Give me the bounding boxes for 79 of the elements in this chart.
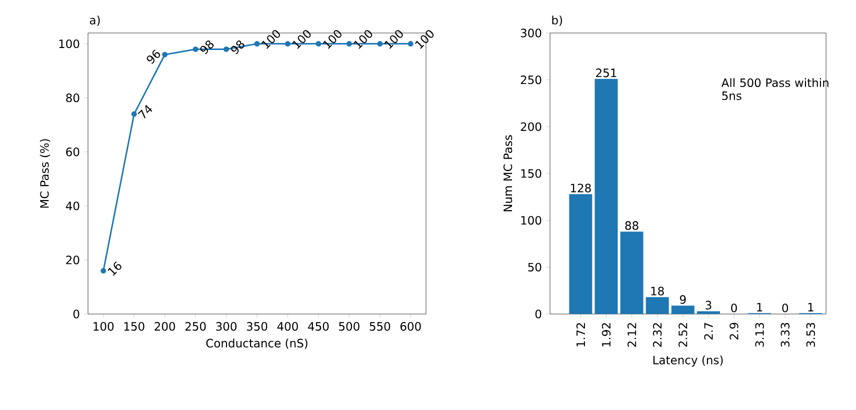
y-tick-label: 0 <box>535 310 542 318</box>
x-tick-label: 3.13 <box>755 322 764 347</box>
x-tick-label: 2.12 <box>628 323 636 347</box>
data-label: 100 <box>322 30 342 49</box>
point <box>377 41 383 47</box>
x-axis-title: Latency (ns) <box>653 356 723 367</box>
data-label: 98 <box>231 40 244 54</box>
point <box>192 46 198 52</box>
data-label: 100 <box>354 30 372 49</box>
point <box>316 41 322 47</box>
data-label: 0 <box>782 304 788 312</box>
x-tick-label: 350 <box>246 322 268 331</box>
data-label: 1 <box>757 302 762 312</box>
x-tick-label: 3.53 <box>806 322 816 347</box>
point <box>162 52 168 58</box>
point <box>346 41 352 47</box>
x-tick-label: 2.32 <box>653 323 662 347</box>
y-tick-label: 250 <box>520 75 542 84</box>
data-label: 3 <box>706 300 712 310</box>
data-label: 1 <box>808 302 814 312</box>
y-tick-label: 80 <box>66 94 80 102</box>
point <box>284 41 290 47</box>
data-label: 100 <box>384 30 403 49</box>
y-tick-label: 0 <box>73 310 80 318</box>
data-label: 9 <box>680 295 686 304</box>
data-label: 74 <box>138 105 152 118</box>
data-label: 96 <box>146 50 160 64</box>
point <box>131 111 137 117</box>
x-tick-label: 2.52 <box>678 323 688 347</box>
data-label: 98 <box>200 40 214 54</box>
data-label: 16 <box>108 262 122 276</box>
data-label: 251 <box>596 68 616 78</box>
y-tick-label: 60 <box>66 148 80 156</box>
x-tick-label: 250 <box>185 322 206 331</box>
x-tick-label: 2.9 <box>730 322 738 340</box>
point <box>224 46 230 52</box>
y-tick-label: 100 <box>521 216 542 225</box>
bar <box>671 306 694 314</box>
x-tick-label: 550 <box>370 322 390 331</box>
data-label: 100 <box>292 30 311 49</box>
y-tick-label: 40 <box>66 202 80 210</box>
chart-title: b) <box>552 16 562 26</box>
data-label: 128 <box>570 184 591 192</box>
bar <box>594 78 618 314</box>
data-label: 100 <box>415 30 434 49</box>
chart-title: a) <box>90 16 100 26</box>
y-tick-label: 50 <box>528 262 542 272</box>
point <box>254 41 260 47</box>
y-axis-title: MC Pass (%) <box>40 139 50 208</box>
data-label: 100 <box>261 30 280 49</box>
bar <box>696 311 720 314</box>
x-tick-label: 400 <box>277 322 298 331</box>
data-label: 18 <box>651 286 664 296</box>
x-tick-label: 2.7 <box>704 323 713 340</box>
x-tick-label: 150 <box>124 322 144 331</box>
annotation: All 500 Pass within 5ns <box>721 78 828 100</box>
bar <box>646 297 669 314</box>
x-tick-label: 3.33 <box>780 322 790 347</box>
bar <box>569 194 592 314</box>
y-axis-title: Num MC Pass <box>503 135 512 212</box>
y-tick-label: 150 <box>521 169 542 178</box>
point <box>100 268 106 274</box>
x-tick-label: 450 <box>308 322 329 331</box>
data-label: 0 <box>731 304 737 312</box>
x-axis-title: Conductance (nS) <box>206 338 308 349</box>
data-label: 88 <box>625 221 638 230</box>
y-tick-label: 300 <box>520 28 542 38</box>
x-tick-label: 1.92 <box>602 323 611 346</box>
y-tick-label: 20 <box>66 256 80 264</box>
x-tick-label: 200 <box>154 322 176 331</box>
x-tick-label: 1.72 <box>576 323 585 346</box>
y-tick-label: 100 <box>59 39 80 48</box>
x-tick-label: 300 <box>216 322 236 331</box>
point <box>408 41 414 47</box>
x-tick-label: 100 <box>94 322 114 331</box>
y-tick-label: 200 <box>520 122 542 132</box>
x-tick-label: 500 <box>339 322 360 331</box>
x-tick-label: 600 <box>400 322 421 331</box>
bar <box>620 232 644 314</box>
